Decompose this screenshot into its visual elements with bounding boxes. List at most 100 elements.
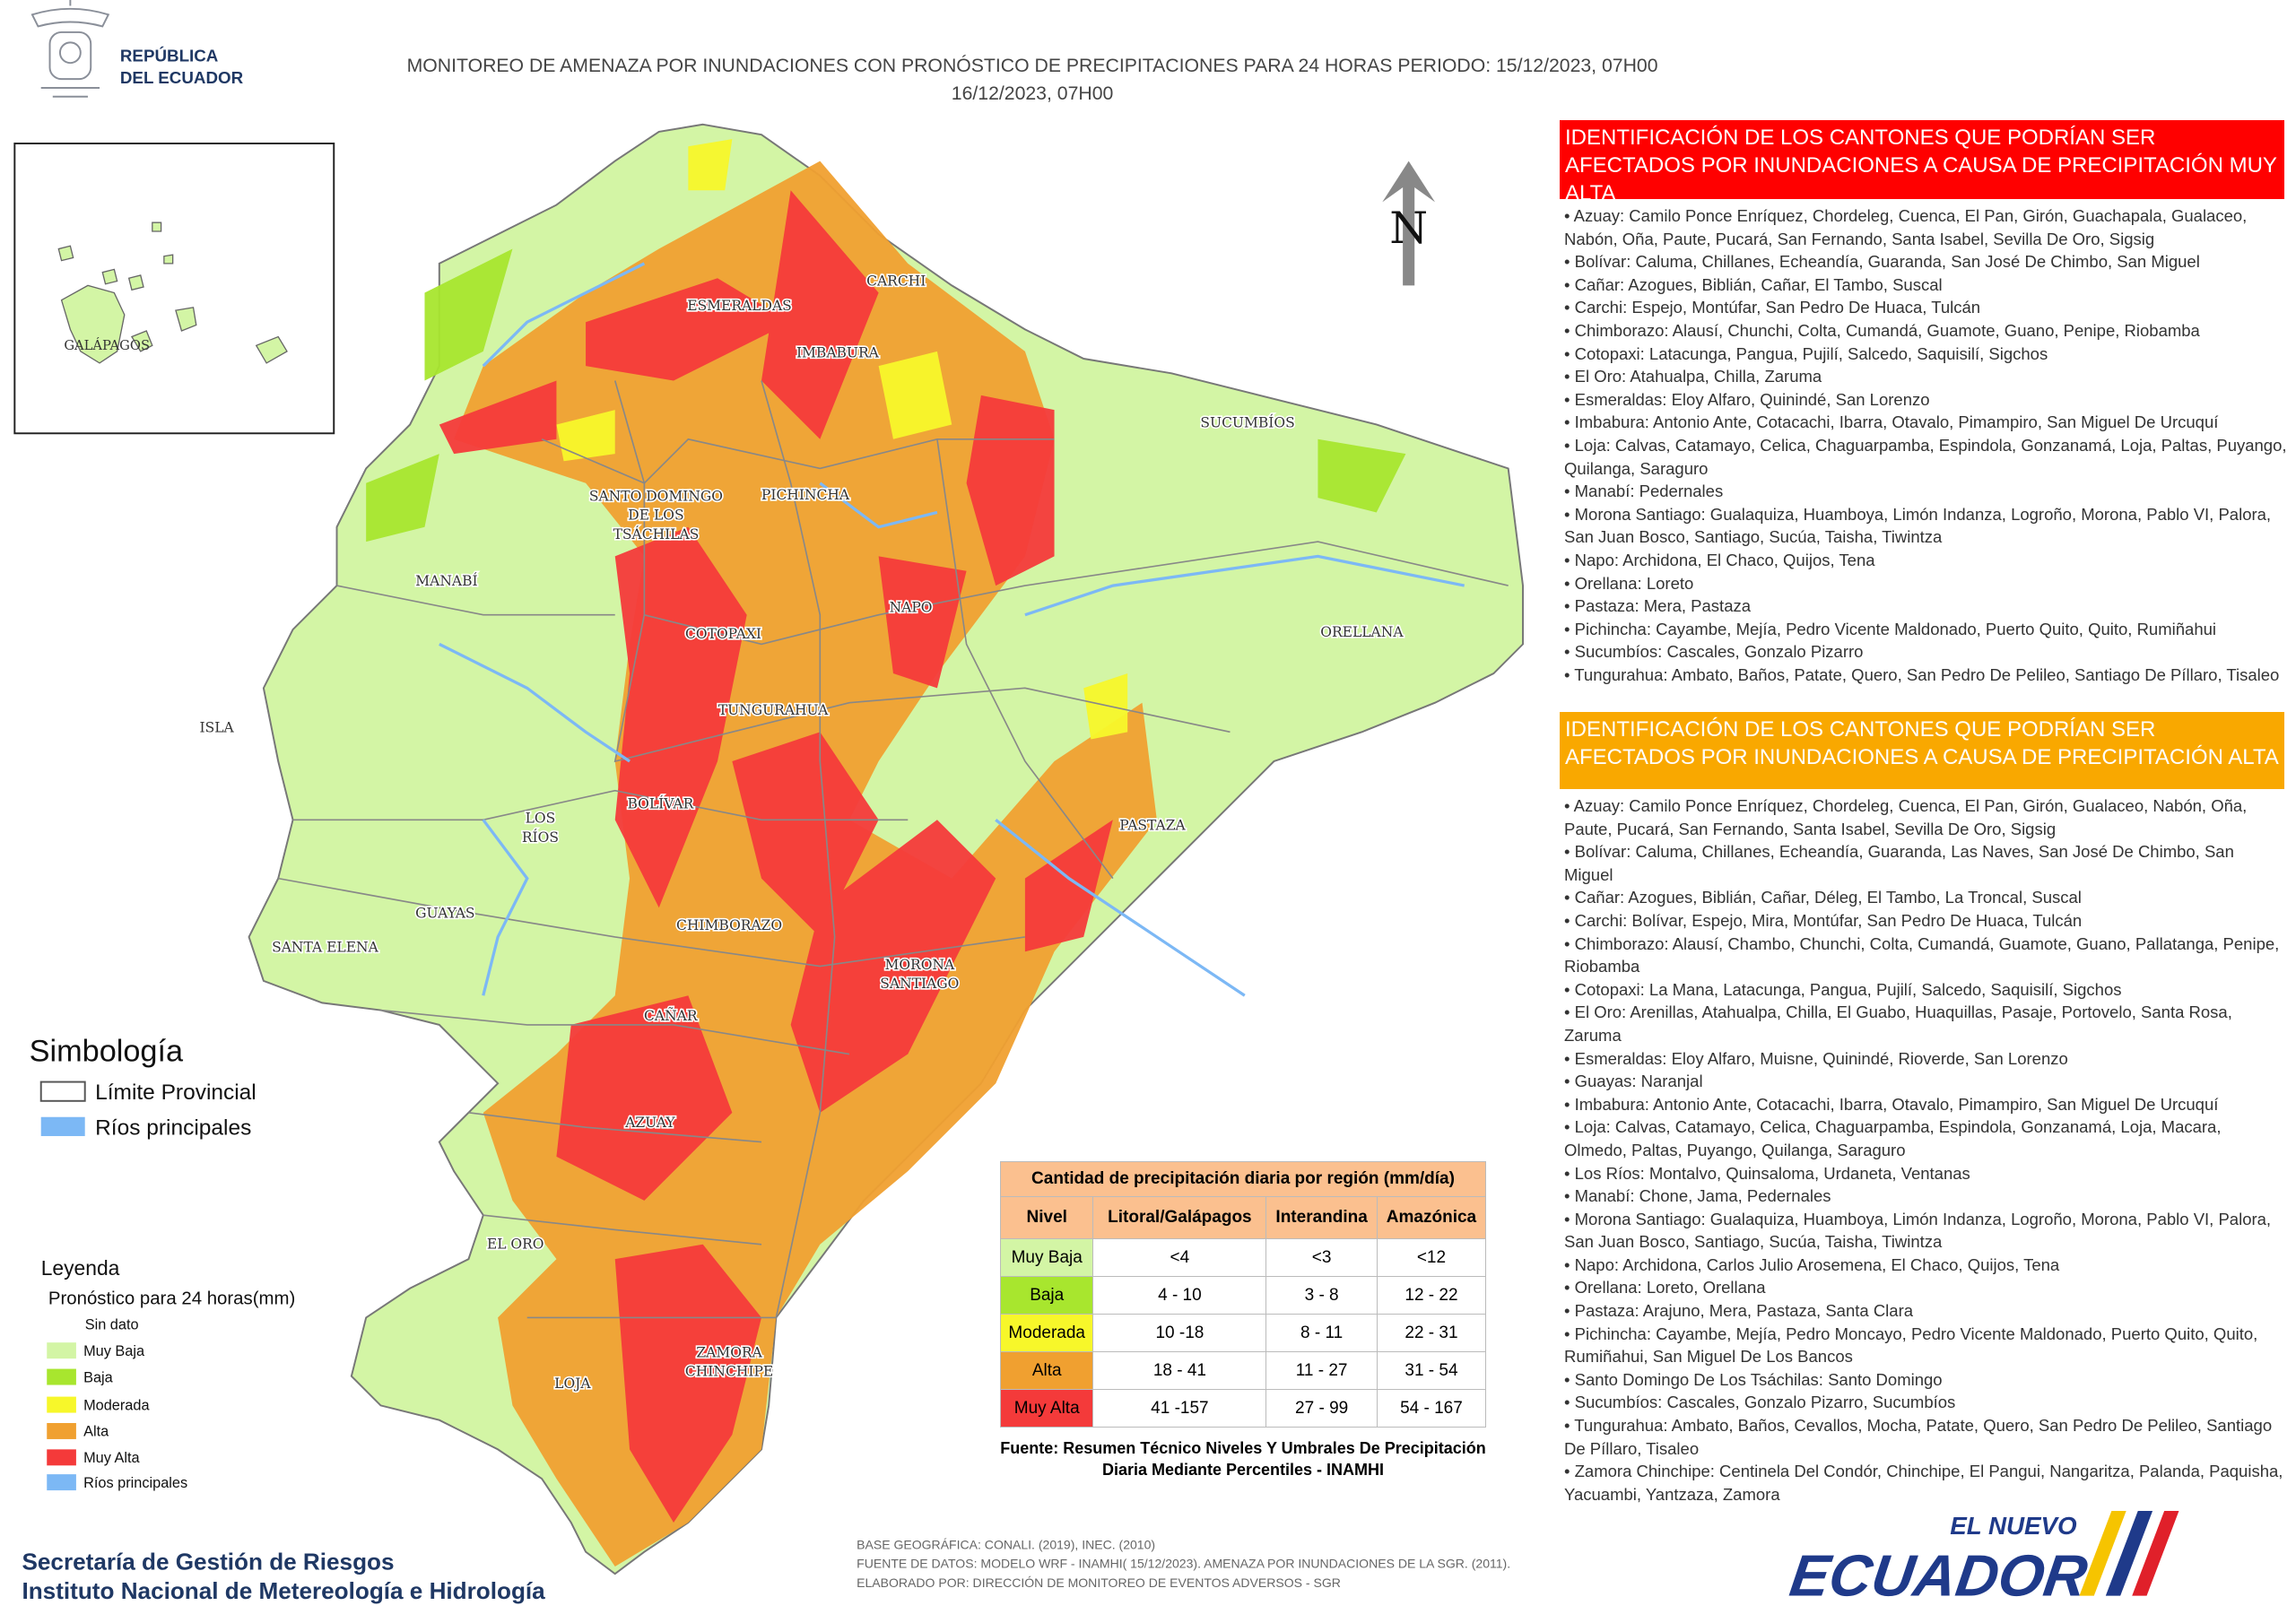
legend-subtitle: Pronóstico para 24 horas(mm) [48, 1289, 295, 1309]
canton-item: Manabí: Chone, Jama, Pedernales [1564, 1185, 2287, 1208]
island [130, 330, 153, 352]
table-header-row: Nivel Litoral/Galápagos Interandina Amazóni… [999, 1196, 1487, 1239]
table-cell: <12 [1376, 1238, 1487, 1277]
source-note: ELABORADO POR: DIRECCIÓN DE MONITOREO DE… [857, 1575, 1341, 1590]
province-limit [278, 877, 1026, 1055]
province-label: TSÁCHILAS [613, 526, 700, 542]
river [482, 819, 529, 996]
island [175, 307, 197, 332]
province-limit [613, 380, 1114, 880]
logo-text: REPÚBLICA [120, 47, 219, 65]
canton-item: Sucumbíos: Cascales, Gonzalo Pizarro [1564, 640, 2287, 664]
canton-item: Chimborazo: Alausí, Chunchi, Colta, Cuma… [1564, 319, 2287, 343]
province-label: MANABÍ [415, 573, 477, 589]
province-label: COTOPAXI [685, 626, 761, 642]
province-label: LOS [526, 811, 556, 827]
table-source: Fuente: Resumen Técnico Niveles Y Umbral… [1000, 1439, 1486, 1479]
province-label: SANTA ELENA [272, 939, 378, 955]
canton-item: Manabí: Pedernales [1564, 480, 2287, 503]
table-header: Nivel [999, 1196, 1094, 1239]
canton-item: Cañar: Azogues, Biblián, Cañar, Déleg, E… [1564, 886, 2287, 909]
canton-item: Guayas: Naranjal [1564, 1070, 2287, 1093]
canton-item: Sucumbíos: Cascales, Gonzalo Pizarro, Su… [1564, 1391, 2287, 1414]
island [127, 274, 144, 291]
org-name: Secretaría de Gestión de Riesgos [22, 1548, 394, 1575]
province-label: SUCUMBÍOS [1200, 415, 1294, 431]
north-label: N [1389, 203, 1428, 254]
table-cell: 31 - 54 [1376, 1351, 1487, 1390]
legend-label: Moderada [83, 1397, 150, 1413]
table-row: Baja 4 - 10 3 - 8 12 - 22 [999, 1276, 1487, 1315]
table-cell: Moderada [999, 1314, 1094, 1352]
table-cell: Alta [999, 1351, 1094, 1390]
inset-label: GALÁPAGOS [64, 337, 150, 353]
legend-swatch [47, 1368, 76, 1385]
brand-stripe [2105, 1510, 2153, 1596]
canton-item: Carchi: Bolívar, Espejo, Mira, Montúfar,… [1564, 909, 2287, 933]
legend-label: Muy Baja [83, 1343, 145, 1359]
canton-item: Morona Santiago: Gualaquiza, Huamboya, L… [1564, 1208, 2287, 1254]
province-limit [292, 585, 909, 821]
panel-list: Azuay: Camilo Ponce Enríquez, Chordeleg,… [1564, 204, 2287, 686]
legend-title: Leyenda [41, 1256, 120, 1280]
table-cell: <3 [1265, 1238, 1378, 1277]
legend-label: Sin dato [85, 1316, 139, 1332]
canton-item: Bolívar: Caluma, Chillanes, Echeandía, G… [1564, 840, 2287, 886]
province-label: ESMERALDAS [687, 298, 792, 314]
table-cell: 11 - 27 [1265, 1351, 1378, 1390]
table-cell: 3 - 8 [1265, 1276, 1378, 1315]
canton-item: Loja: Calvas, Catamayo, Celica, Chaguarp… [1564, 1115, 2287, 1161]
table-cell: 22 - 31 [1376, 1314, 1487, 1352]
canton-item: Esmeraldas: Eloy Alfaro, Quinindé, San L… [1564, 388, 2287, 412]
province-label: IMBABURA [796, 344, 880, 360]
legend-swatch [47, 1422, 76, 1439]
table-header: Litoral/Galápagos [1092, 1196, 1267, 1239]
table-cell: Muy Baja [999, 1238, 1094, 1277]
canton-item: Pichincha: Cayambe, Mejía, Pedro Moncayo… [1564, 1323, 2287, 1368]
province-label: PICHINCHA [761, 487, 850, 503]
legend-label: Muy Alta [83, 1450, 140, 1466]
table-cell: 41 -157 [1092, 1389, 1267, 1428]
canton-item: Chimborazo: Alausí, Chambo, Chunchi, Col… [1564, 933, 2287, 978]
province-limit [613, 614, 1231, 763]
symbology-item: Ríos principales [95, 1115, 251, 1140]
hazard-zone [439, 190, 1113, 1523]
crest [30, 0, 110, 98]
canton-item: Imbabura: Antonio Ante, Cotacachi, Ibarr… [1564, 411, 2287, 434]
table-row: Muy Baja <4 <3 <12 [999, 1238, 1487, 1277]
province-limit [541, 438, 1055, 484]
island [255, 335, 288, 364]
table-header: Interandina [1265, 1196, 1378, 1239]
source-note: BASE GEOGRÁFICA: CONALI. (2019), INEC. (… [857, 1537, 1155, 1551]
legend-swatch [47, 1342, 76, 1359]
panel-header: IDENTIFICACIÓN DE LOS CANTONES QUE PODRÍ… [1560, 712, 2284, 789]
table-cell: 27 - 99 [1265, 1389, 1378, 1428]
map-layer: REPÚBLICA DEL ECUADOR MONITOREO DE AMENAZA… [13, 0, 2179, 1609]
symbology-title: Simbología [30, 1035, 184, 1069]
table-cell: 10 -18 [1092, 1314, 1267, 1352]
river [439, 642, 631, 763]
river [995, 819, 1246, 997]
table-cell: 18 - 41 [1092, 1351, 1267, 1390]
canton-item: Zamora Chinchipe: Centinela Del Condór, … [1564, 1460, 2287, 1506]
province-limit [468, 1112, 777, 1319]
canton-item: Carchi: Espejo, Montúfar, San Pedro De H… [1564, 296, 2287, 319]
river [819, 482, 938, 529]
table-title-row: Cantidad de precipitación diaria por reg… [1000, 1161, 1486, 1197]
canton-item: El Oro: Arenillas, Atahualpa, Chilla, El… [1564, 1001, 2287, 1046]
title: MONITOREO DE AMENAZA POR INUNDACIONES CO… [407, 54, 1658, 76]
island [163, 254, 174, 265]
canton-item: Tungurahua: Ambato, Baños, Patate, Quero… [1564, 664, 2287, 687]
legend-label: Baja [83, 1369, 114, 1385]
table-cell: 54 - 167 [1376, 1389, 1487, 1428]
logo-text: DEL ECUADOR [120, 68, 244, 87]
table-header: Amazónica [1376, 1196, 1487, 1239]
table-row: Moderada 10 -18 8 - 11 22 - 31 [999, 1314, 1487, 1352]
canton-item: Azuay: Camilo Ponce Enríquez, Chordeleg,… [1564, 794, 2287, 840]
source-note: FUENTE DE DATOS: MODELO WRF - INAMHI( 15… [857, 1557, 1510, 1571]
table-cell: 4 - 10 [1092, 1276, 1267, 1315]
island [57, 245, 74, 262]
province-label: DE LOS [628, 508, 683, 524]
